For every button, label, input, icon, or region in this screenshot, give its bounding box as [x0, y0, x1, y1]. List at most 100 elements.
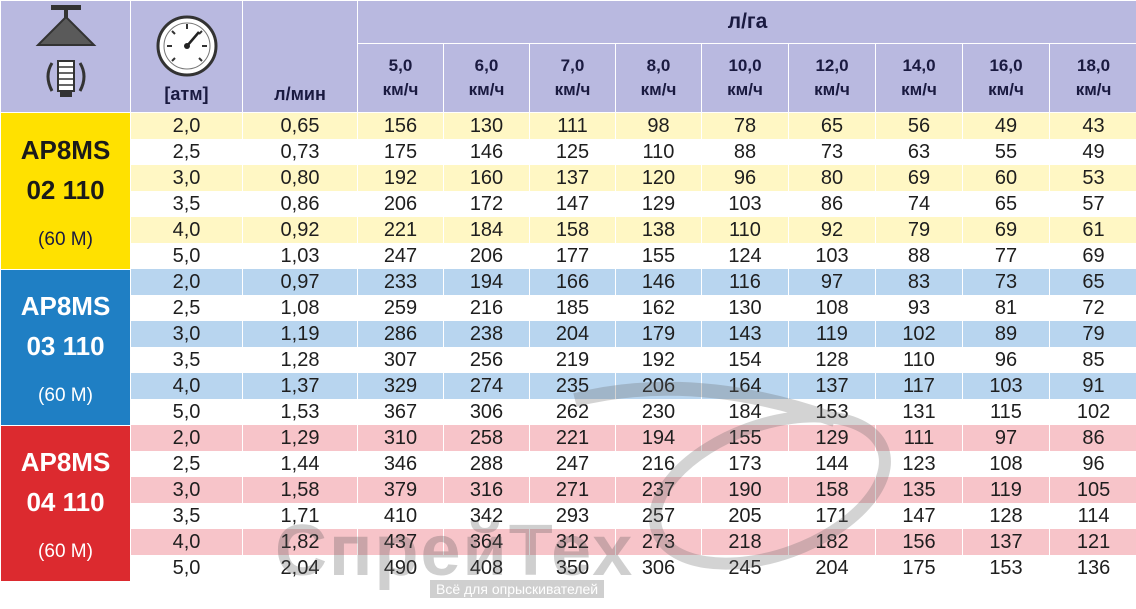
rate-cell: 130 — [443, 112, 530, 139]
rate-cell: 206 — [357, 191, 444, 217]
rate-cell: 262 — [529, 399, 616, 425]
rate-cell: 72 — [1048, 295, 1136, 321]
rate-cell: 177 — [529, 243, 616, 269]
rate-cell: 129 — [788, 425, 876, 451]
rate-cell: 138 — [615, 217, 702, 243]
table-row: 3,5 1,71 410 342 293 257 205 171 147 128 114 — [1, 503, 1136, 529]
rate-cell: 192 — [357, 165, 444, 191]
table-row: 2,5 1,08 259 216 185 162 130 108 93 81 72 — [1, 295, 1136, 321]
rate-cell: 103 — [701, 191, 789, 217]
rate-cell: 53 — [1048, 165, 1136, 191]
rate-cell: 206 — [615, 373, 702, 399]
rate-cell: 97 — [962, 425, 1050, 451]
rate-cell: 131 — [875, 399, 963, 425]
rate-cell: 102 — [875, 321, 963, 347]
table-row: 3,0 0,80 192 160 137 120 96 80 69 60 53 — [1, 165, 1136, 191]
rate-cell: 310 — [357, 425, 444, 451]
flow-cell: 1,29 — [242, 425, 358, 451]
rate-cell: 108 — [788, 295, 876, 321]
nozzle-model-name: 02 110 — [26, 174, 105, 205]
rate-cell: 144 — [788, 451, 876, 477]
flow-cell: 0,80 — [242, 165, 358, 191]
rate-cell: 233 — [357, 269, 444, 295]
speed-value: 7,0 — [560, 55, 585, 75]
flow-unit-label: л/мин — [274, 84, 326, 104]
rate-cell: 306 — [615, 555, 702, 581]
pressure-cell: 4,0 — [130, 373, 243, 399]
rate-cell: 155 — [615, 243, 702, 269]
speed-unit: км/ч — [901, 79, 937, 99]
rate-cell: 108 — [962, 451, 1050, 477]
rate-cell: 102 — [1048, 399, 1136, 425]
rate-cell: 379 — [357, 477, 444, 503]
rate-cell: 120 — [615, 165, 702, 191]
rate-cell: 119 — [962, 477, 1050, 503]
pressure-cell: 3,0 — [130, 477, 243, 503]
table-row: 5,0 1,03 247 206 177 155 124 103 88 77 69 — [1, 243, 1136, 269]
speed-header-0: 5,0 км/ч — [357, 42, 444, 114]
speed-value: 12,0 — [815, 55, 849, 75]
rate-cell: 257 — [615, 503, 702, 529]
rate-cell: 105 — [1048, 477, 1136, 503]
table-body: AP8MS 02 110 (60 M) 2,0 0,65 156 130 111 98 78 65 5… — [0, 112, 1136, 582]
rate-cell: 80 — [788, 165, 876, 191]
rate-cell: 273 — [615, 529, 702, 555]
rate-cell: 190 — [701, 477, 789, 503]
flow-cell: 0,73 — [242, 139, 358, 165]
speed-unit: км/ч — [727, 79, 763, 99]
rate-cell: 117 — [875, 373, 963, 399]
speed-value: 5,0 — [388, 55, 413, 75]
rate-cell: 342 — [443, 503, 530, 529]
rate-cell: 49 — [1048, 139, 1136, 165]
rate-cell: 235 — [529, 373, 616, 399]
rate-cell: 137 — [962, 529, 1050, 555]
nozzle-model-cell: AP8MS 03 110 (60 M) — [0, 268, 131, 426]
nozzle-model-cell: AP8MS 04 110 (60 M) — [0, 424, 131, 582]
rate-cell: 86 — [788, 191, 876, 217]
rate-cell: 182 — [788, 529, 876, 555]
flow-cell: 0,86 — [242, 191, 358, 217]
pressure-cell: 3,0 — [130, 165, 243, 191]
rate-cell: 128 — [962, 503, 1050, 529]
table-row: 5,0 2,04 490 408 350 306 245 204 175 153 136 — [1, 555, 1136, 581]
speed-value: 18,0 — [1077, 55, 1111, 75]
rate-cell: 271 — [529, 477, 616, 503]
rate-cell: 143 — [701, 321, 789, 347]
rate-cell: 185 — [529, 295, 616, 321]
flow-cell: 1,58 — [242, 477, 358, 503]
rate-cell: 79 — [1048, 321, 1136, 347]
speed-value: 8,0 — [646, 55, 671, 75]
rate-cell: 175 — [875, 555, 963, 581]
pressure-cell: 4,0 — [130, 529, 243, 555]
rate-cell: 156 — [875, 529, 963, 555]
rate-cell: 57 — [1048, 191, 1136, 217]
rate-cell: 61 — [1048, 217, 1136, 243]
rate-cell: 119 — [788, 321, 876, 347]
pressure-cell: 2,5 — [130, 451, 243, 477]
table-row: 3,0 1,58 379 316 271 237 190 158 135 119 105 — [1, 477, 1136, 503]
rate-cell: 93 — [875, 295, 963, 321]
flow-cell: 1,53 — [242, 399, 358, 425]
pressure-header: [атм] — [130, 0, 243, 113]
speed-header-4: 10,0 км/ч — [701, 42, 789, 114]
flow-cell: 1,08 — [242, 295, 358, 321]
rate-cell: 155 — [701, 425, 789, 451]
rate-cell: 221 — [357, 217, 444, 243]
rate-cell: 125 — [529, 139, 616, 165]
flow-cell: 0,92 — [242, 217, 358, 243]
rate-cell: 364 — [443, 529, 530, 555]
rate-cell: 73 — [788, 139, 876, 165]
rate-cell: 245 — [701, 555, 789, 581]
pressure-cell: 3,5 — [130, 347, 243, 373]
rate-cell: 146 — [443, 139, 530, 165]
speed-value: 6,0 — [474, 55, 499, 75]
rate-cell: 171 — [788, 503, 876, 529]
speed-unit: км/ч — [468, 79, 505, 99]
flow-cell: 1,71 — [242, 503, 358, 529]
pressure-unit-label: [атм] — [164, 84, 209, 104]
flow-cell: 1,03 — [242, 243, 358, 269]
rate-cell: 69 — [962, 217, 1050, 243]
rate-cell: 147 — [875, 503, 963, 529]
rate-cell: 286 — [357, 321, 444, 347]
rate-cell: 121 — [1048, 529, 1136, 555]
